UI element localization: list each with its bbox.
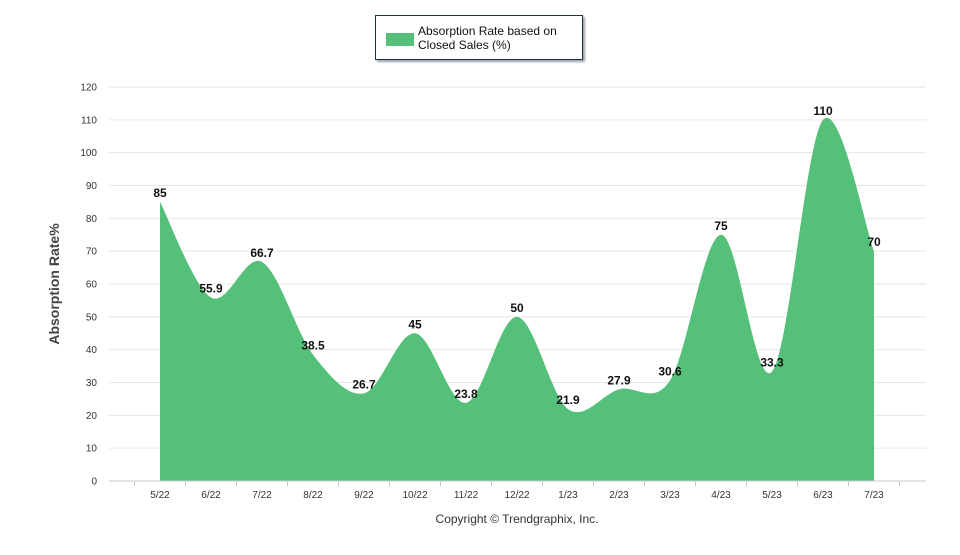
legend-swatch	[386, 33, 414, 46]
y-tick-label: 120	[80, 83, 97, 94]
x-tick-label: 5/22	[150, 490, 170, 501]
data-label: 23.8	[454, 387, 478, 401]
data-label: 50	[510, 301, 524, 315]
data-label: 75	[714, 219, 728, 233]
data-label: 45	[408, 317, 422, 331]
data-label: 55.9	[199, 281, 223, 295]
copyright-text: Copyright © Trendgraphix, Inc.	[435, 512, 599, 526]
legend-label: Absorption Rate based on Closed Sales (%…	[418, 24, 557, 52]
y-tick-label: 30	[86, 378, 98, 389]
y-tick-label: 90	[86, 181, 98, 192]
y-tick-label: 60	[86, 280, 98, 291]
data-label: 85	[153, 186, 167, 200]
data-label: 70	[867, 235, 881, 249]
y-tick-label: 70	[86, 247, 98, 258]
x-tick-label: 7/22	[252, 490, 272, 501]
data-label: 30.6	[658, 365, 682, 379]
y-axis-title: Absorption Rate%	[46, 223, 62, 345]
x-tick-label: 10/22	[402, 490, 427, 501]
x-tick-label: 5/23	[762, 490, 782, 501]
y-tick-label: 0	[91, 477, 97, 488]
y-tick-label: 50	[86, 312, 98, 323]
data-label: 27.9	[607, 373, 631, 387]
data-label-layer: 85 55.9 66.7 38.5 26.7 45 23.8 50 21.9 27.9 30.6 75…	[153, 104, 881, 407]
x-tick-label: 6/23	[813, 490, 833, 501]
area-layer	[160, 117, 874, 482]
data-label: 33.3	[760, 356, 784, 370]
data-label: 110	[813, 104, 833, 118]
x-tick-label: 4/23	[711, 490, 731, 501]
y-tick-label: 10	[86, 444, 98, 455]
data-label: 21.9	[556, 393, 580, 407]
x-tick-label: 1/23	[558, 490, 578, 501]
axis-layer: 0 10 20 30 40 50 60 70 80 90 100 110 120 5/22 6/22 7/22…	[80, 83, 926, 501]
data-label: 66.7	[250, 246, 274, 260]
area-series-absorption-rate	[160, 117, 874, 482]
y-tick-label: 100	[80, 148, 97, 159]
y-tick-label: 20	[86, 411, 98, 422]
y-tick-label: 110	[81, 115, 97, 126]
y-tick-label: 40	[86, 345, 98, 356]
x-tick-label: 8/22	[303, 490, 323, 501]
x-tick-label: 11/22	[454, 490, 479, 501]
data-label: 38.5	[301, 339, 325, 353]
legend: Absorption Rate based on Closed Sales (%…	[375, 15, 583, 60]
y-tick-label: 80	[86, 214, 98, 225]
data-label: 26.7	[352, 377, 376, 391]
x-tick-label: 12/22	[504, 490, 529, 501]
x-tick-label: 2/23	[609, 490, 629, 501]
x-tick-label: 9/22	[354, 490, 374, 501]
x-tick-label: 6/22	[201, 490, 221, 501]
x-tick-label: 3/23	[660, 490, 680, 501]
x-tick-label: 7/23	[864, 490, 884, 501]
